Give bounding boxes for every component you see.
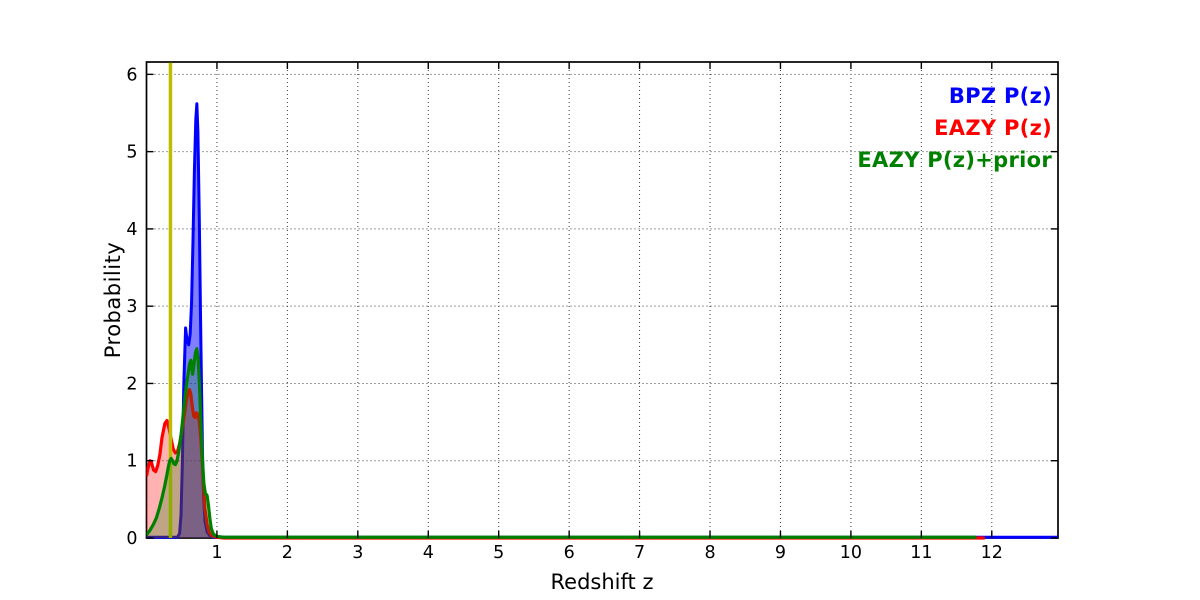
x-tick-label-5: 5	[493, 543, 504, 563]
y-tick-label-2: 2	[126, 374, 137, 394]
x-tick-label-6: 6	[564, 543, 575, 563]
x-axis-title: Redshift z	[550, 570, 654, 594]
x-tick-label-11: 11	[910, 543, 932, 563]
x-tick-label-8: 8	[704, 543, 715, 563]
series-eazy-prior-fill	[146, 348, 977, 538]
legend-item-eazy: EAZY P(z)	[934, 116, 1052, 140]
series-eazy-prior-line	[146, 347, 977, 539]
x-tick-label-3: 3	[352, 543, 363, 563]
x-tick-label-12: 12	[981, 543, 1003, 563]
x-tick-label-10: 10	[840, 543, 862, 563]
y-axis-title: Probability	[101, 241, 125, 359]
y-tick-label-1: 1	[126, 452, 137, 472]
x-tick-label-1: 1	[211, 543, 222, 563]
x-tick-label-4: 4	[423, 543, 434, 563]
y-tick-label-5: 5	[126, 143, 137, 163]
series-eazy-line	[146, 388, 985, 540]
legend: BPZ P(z) EAZY P(z) EAZY P(z)+prior	[857, 80, 1052, 176]
legend-item-bpz: BPZ P(z)	[948, 84, 1052, 108]
y-tick-label-6: 6	[126, 65, 137, 85]
x-tick-label-9: 9	[775, 543, 786, 563]
x-tick-label-7: 7	[634, 543, 645, 563]
y-tick-label-4: 4	[126, 220, 137, 240]
y-tick-label-3: 3	[126, 297, 137, 317]
series-eazy-fill	[146, 389, 985, 538]
legend-item-eazy-prior: EAZY P(z)+prior	[857, 148, 1052, 172]
x-tick-label-2: 2	[282, 543, 293, 563]
y-tick-label-0: 0	[126, 529, 137, 549]
